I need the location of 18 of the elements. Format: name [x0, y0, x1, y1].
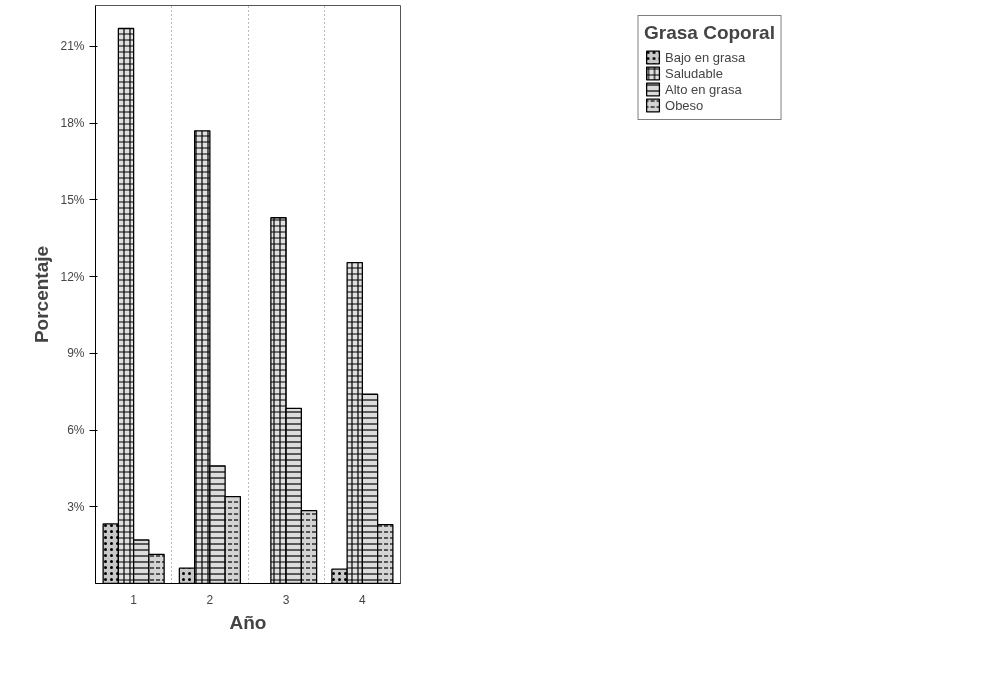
y-tick-label: 12%	[60, 269, 85, 284]
y-tick-label: 3%	[67, 499, 85, 514]
y-tick-label: 18%	[60, 116, 85, 131]
x-tick-label: 1	[130, 592, 138, 607]
legend-label: Obeso	[665, 97, 704, 113]
legend-title: Grasa Coporal	[644, 22, 775, 44]
y-tick-label: 21%	[60, 39, 85, 54]
x-tick-label: 4	[359, 592, 367, 607]
y-tick-label: 6%	[67, 423, 85, 438]
x-tick-label: 3	[282, 592, 290, 607]
y-tick-label: 9%	[67, 346, 85, 361]
legend-label: Alto en grasa	[665, 81, 742, 97]
y-axis-title: Porcentaje	[31, 245, 53, 344]
legend-label: Bajo en grasa	[665, 49, 746, 65]
x-axis-title: Año	[229, 611, 267, 633]
legend-label: Saludable	[665, 65, 723, 81]
y-tick-label: 15%	[60, 192, 85, 207]
x-tick-label: 2	[206, 592, 214, 607]
